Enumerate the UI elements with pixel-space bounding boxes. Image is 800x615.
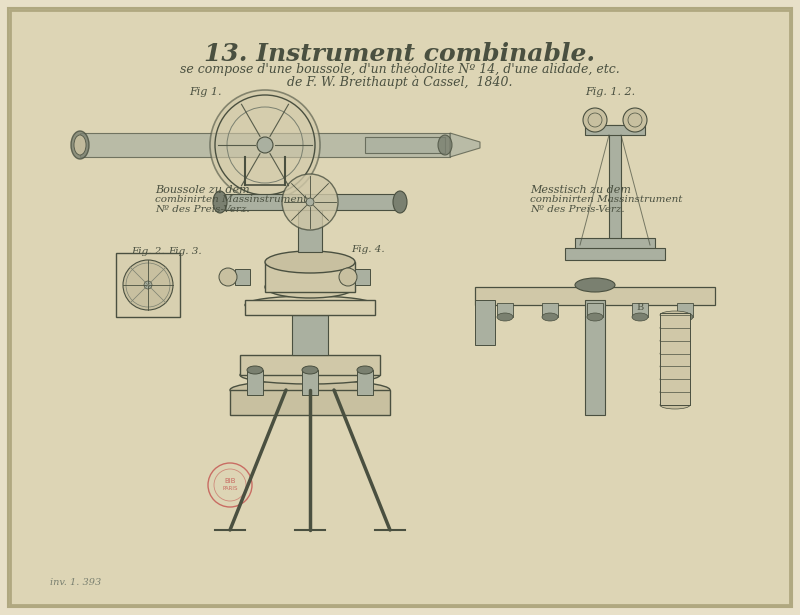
Bar bbox=[542, 303, 558, 317]
Bar bbox=[302, 370, 318, 395]
Bar bbox=[235, 269, 250, 285]
Text: B: B bbox=[636, 303, 644, 312]
Bar bbox=[365, 137, 445, 153]
Circle shape bbox=[339, 268, 357, 286]
Bar bbox=[660, 313, 690, 405]
Ellipse shape bbox=[660, 401, 690, 409]
Circle shape bbox=[257, 137, 273, 153]
Text: BIB: BIB bbox=[224, 478, 236, 484]
Text: de F. W. Breithaupt à Cassel,  1840.: de F. W. Breithaupt à Cassel, 1840. bbox=[287, 75, 513, 89]
Ellipse shape bbox=[660, 349, 690, 357]
Text: inv. 1. 393: inv. 1. 393 bbox=[50, 578, 102, 587]
Text: Fig 1.: Fig 1. bbox=[189, 87, 222, 97]
Text: Nº des Preis-Verz.: Nº des Preis-Verz. bbox=[155, 205, 250, 214]
Bar bbox=[292, 315, 328, 355]
Bar bbox=[116, 253, 180, 317]
Bar bbox=[632, 303, 648, 317]
Bar bbox=[230, 390, 390, 415]
Bar bbox=[245, 300, 375, 315]
Ellipse shape bbox=[587, 313, 603, 321]
Bar bbox=[475, 300, 495, 345]
Bar bbox=[585, 300, 605, 415]
Bar bbox=[587, 303, 603, 317]
Ellipse shape bbox=[230, 380, 390, 400]
Ellipse shape bbox=[660, 324, 690, 332]
Circle shape bbox=[219, 268, 237, 286]
Ellipse shape bbox=[632, 313, 648, 321]
Bar bbox=[80, 133, 450, 157]
Bar bbox=[247, 370, 263, 395]
Ellipse shape bbox=[240, 366, 380, 384]
Ellipse shape bbox=[265, 276, 355, 298]
Text: Fig. 4.: Fig. 4. bbox=[351, 245, 385, 254]
Ellipse shape bbox=[74, 135, 86, 155]
Circle shape bbox=[144, 281, 152, 289]
Ellipse shape bbox=[660, 388, 690, 396]
Bar bbox=[357, 370, 373, 395]
Bar bbox=[677, 303, 693, 317]
Text: Fig. 1. 2.: Fig. 1. 2. bbox=[585, 87, 635, 97]
Text: combinirten Massinstrument: combinirten Massinstrument bbox=[530, 195, 682, 204]
Text: PARIS: PARIS bbox=[222, 486, 238, 491]
Ellipse shape bbox=[71, 131, 89, 159]
Text: combinirten Massinstrument: combinirten Massinstrument bbox=[155, 195, 307, 204]
Ellipse shape bbox=[265, 251, 355, 273]
Circle shape bbox=[282, 174, 338, 230]
Text: Fig. 2.: Fig. 2. bbox=[131, 247, 165, 256]
Ellipse shape bbox=[677, 313, 693, 321]
Ellipse shape bbox=[660, 337, 690, 345]
Ellipse shape bbox=[245, 296, 375, 314]
Text: Boussole zu dem: Boussole zu dem bbox=[155, 185, 250, 195]
Circle shape bbox=[583, 108, 607, 132]
Ellipse shape bbox=[213, 191, 227, 213]
Bar bbox=[575, 238, 655, 250]
Ellipse shape bbox=[660, 375, 690, 383]
Ellipse shape bbox=[357, 366, 373, 374]
Ellipse shape bbox=[393, 191, 407, 213]
Ellipse shape bbox=[660, 362, 690, 370]
Circle shape bbox=[306, 198, 314, 206]
Bar bbox=[475, 287, 715, 305]
Ellipse shape bbox=[542, 313, 558, 321]
FancyBboxPatch shape bbox=[8, 8, 792, 607]
Ellipse shape bbox=[302, 366, 318, 374]
Bar bbox=[240, 355, 380, 375]
Bar bbox=[565, 248, 665, 260]
Bar bbox=[585, 125, 645, 135]
Text: 13. Instrument combinable.: 13. Instrument combinable. bbox=[205, 42, 595, 66]
Bar bbox=[609, 125, 621, 245]
Text: Fig. 3.: Fig. 3. bbox=[168, 247, 202, 256]
Ellipse shape bbox=[247, 366, 263, 374]
Circle shape bbox=[210, 90, 320, 200]
Ellipse shape bbox=[497, 313, 513, 321]
Bar bbox=[220, 194, 400, 210]
Bar bbox=[298, 202, 322, 252]
Circle shape bbox=[123, 260, 173, 310]
Bar bbox=[355, 269, 370, 285]
Ellipse shape bbox=[575, 278, 615, 292]
Ellipse shape bbox=[660, 311, 690, 319]
Ellipse shape bbox=[438, 135, 452, 155]
Text: Messtisch zu dem: Messtisch zu dem bbox=[530, 185, 631, 195]
Circle shape bbox=[623, 108, 647, 132]
Text: Nº des Preis-Verz.: Nº des Preis-Verz. bbox=[530, 205, 625, 214]
Bar bbox=[265, 262, 355, 292]
Text: se compose d'une boussole, d'un théodolite Nº 14, d'une alidade, etc.: se compose d'une boussole, d'un théodoli… bbox=[180, 62, 620, 76]
Bar bbox=[497, 303, 513, 317]
Polygon shape bbox=[450, 133, 480, 157]
